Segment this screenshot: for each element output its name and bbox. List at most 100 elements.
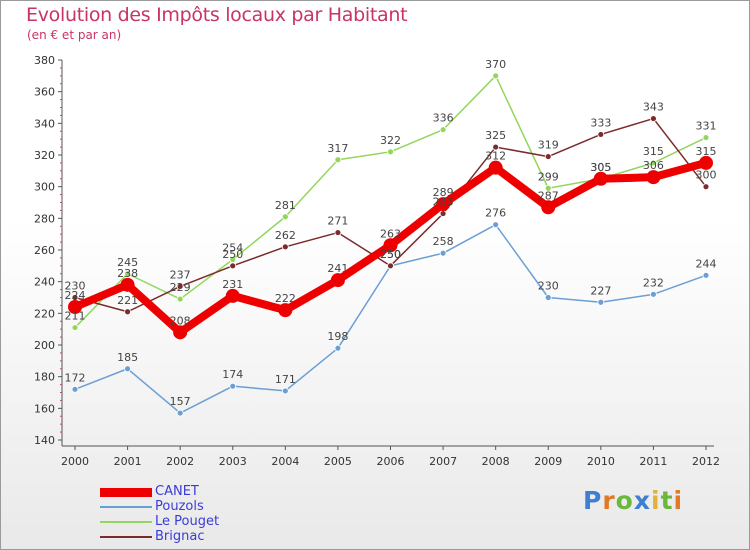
data-label-le-pouget: 317 bbox=[327, 142, 348, 155]
data-label-le-pouget: 305 bbox=[590, 161, 611, 174]
data-label-canet: 208 bbox=[170, 314, 191, 327]
x-tick-label: 2011 bbox=[639, 455, 667, 468]
data-point-canet bbox=[330, 273, 345, 288]
data-point-canet bbox=[68, 300, 82, 314]
logo-letter: r bbox=[602, 486, 616, 515]
logo-letter: o bbox=[615, 486, 634, 515]
data-point-brignac bbox=[334, 229, 342, 236]
data-label-brignac: 300 bbox=[696, 169, 717, 182]
data-label-canet: 222 bbox=[275, 292, 296, 305]
data-label-canet: 263 bbox=[380, 227, 401, 240]
y-tick-label: 200 bbox=[34, 339, 55, 352]
data-label-brignac: 325 bbox=[485, 129, 506, 142]
data-label-pouzols: 227 bbox=[590, 284, 611, 297]
data-point-le-pouget bbox=[334, 156, 342, 164]
data-label-le-pouget: 245 bbox=[117, 256, 138, 269]
logo-letter: t bbox=[660, 486, 674, 515]
data-point-brignac bbox=[281, 243, 289, 251]
data-label-canet: 289 bbox=[433, 186, 454, 199]
x-tick-label: 2008 bbox=[482, 455, 510, 468]
data-label-pouzols: 250 bbox=[380, 248, 401, 261]
data-point-canet bbox=[173, 325, 188, 340]
x-tick-label: 2002 bbox=[166, 455, 194, 468]
data-point-pouzols bbox=[597, 298, 605, 306]
y-tick-label: 380 bbox=[34, 54, 55, 67]
legend-swatch-le-pouget bbox=[100, 521, 152, 523]
data-point-brignac bbox=[176, 283, 184, 290]
data-point-brignac bbox=[650, 115, 657, 122]
data-label-pouzols: 185 bbox=[117, 351, 138, 364]
data-label-pouzols: 174 bbox=[222, 368, 243, 381]
chart-subtitle: (en € et par an) bbox=[27, 28, 122, 42]
y-tick-label: 360 bbox=[34, 86, 55, 99]
y-tick-label: 340 bbox=[34, 117, 55, 130]
data-label-brignac: 262 bbox=[275, 229, 296, 242]
data-point-canet bbox=[541, 200, 556, 215]
data-point-brignac bbox=[124, 308, 131, 316]
x-tick-label: 2003 bbox=[219, 455, 247, 468]
data-label-canet: 305 bbox=[590, 161, 611, 174]
legend-label-pouzols: Pouzols bbox=[155, 499, 204, 514]
data-label-pouzols: 244 bbox=[696, 257, 717, 270]
data-label-brignac: 271 bbox=[327, 215, 348, 228]
data-label-brignac: 250 bbox=[380, 248, 401, 261]
data-point-brignac bbox=[544, 153, 552, 160]
legend-swatch-pouzols bbox=[100, 506, 152, 508]
data-point-canet bbox=[593, 171, 608, 186]
data-point-pouzols bbox=[492, 221, 500, 229]
data-label-le-pouget: 322 bbox=[380, 134, 401, 147]
data-label-le-pouget: 315 bbox=[643, 145, 664, 158]
x-tick-label: 2009 bbox=[534, 455, 562, 468]
data-point-pouzols bbox=[71, 385, 79, 393]
logo-letter: i bbox=[673, 486, 684, 515]
y-tick-label: 160 bbox=[34, 402, 55, 415]
data-point-canet bbox=[699, 155, 713, 170]
data-point-pouzols bbox=[176, 409, 184, 417]
x-tick-label: 2000 bbox=[61, 455, 89, 468]
data-label-le-pouget: 254 bbox=[222, 242, 243, 255]
x-tick-label: 2012 bbox=[692, 455, 720, 468]
data-point-brignac bbox=[387, 262, 394, 270]
data-point-brignac bbox=[229, 262, 237, 270]
data-label-pouzols: 172 bbox=[65, 371, 86, 384]
data-label-pouzols: 171 bbox=[275, 373, 296, 386]
x-tick-label: 2004 bbox=[271, 455, 299, 468]
data-point-canet bbox=[646, 170, 661, 185]
data-label-pouzols: 198 bbox=[327, 330, 348, 343]
data-label-brignac: 221 bbox=[117, 294, 138, 307]
data-label-brignac: 343 bbox=[643, 101, 664, 114]
legend-swatch-canet bbox=[100, 488, 152, 497]
data-label-canet: 306 bbox=[643, 159, 664, 172]
data-label-pouzols: 276 bbox=[485, 207, 506, 220]
x-tick-label: 2005 bbox=[324, 455, 352, 468]
data-point-le-pouget bbox=[71, 324, 79, 331]
data-label-brignac: 283 bbox=[433, 196, 454, 209]
y-tick-label: 180 bbox=[34, 371, 55, 384]
data-point-canet bbox=[225, 288, 240, 303]
logo-letter: P bbox=[583, 486, 603, 515]
y-tick-label: 260 bbox=[34, 244, 55, 257]
data-label-canet: 312 bbox=[485, 150, 506, 163]
x-tick-label: 2007 bbox=[429, 455, 457, 468]
chart-title: Evolution des Impôts locaux par Habitant bbox=[26, 4, 408, 26]
data-point-pouzols bbox=[439, 249, 447, 257]
data-point-le-pouget bbox=[650, 159, 657, 167]
y-tick-label: 320 bbox=[34, 149, 55, 162]
data-point-le-pouget bbox=[492, 72, 500, 80]
y-tick-label: 300 bbox=[34, 181, 55, 194]
data-point-le-pouget bbox=[176, 295, 184, 303]
data-label-brignac: 319 bbox=[538, 139, 559, 152]
data-point-brignac bbox=[702, 183, 710, 191]
logo-letter: i bbox=[651, 486, 661, 515]
data-label-brignac: 333 bbox=[590, 116, 611, 129]
x-tick-label: 2001 bbox=[114, 455, 142, 468]
data-label-canet: 241 bbox=[327, 262, 348, 275]
y-tick-label: 140 bbox=[34, 434, 55, 447]
data-label-pouzols: 157 bbox=[170, 395, 191, 408]
data-label-le-pouget: 331 bbox=[696, 120, 717, 133]
legend-swatch-brignac bbox=[100, 536, 152, 538]
x-tick-label: 2006 bbox=[377, 455, 405, 468]
y-tick-label: 240 bbox=[34, 276, 55, 289]
data-label-pouzols: 258 bbox=[433, 235, 454, 248]
